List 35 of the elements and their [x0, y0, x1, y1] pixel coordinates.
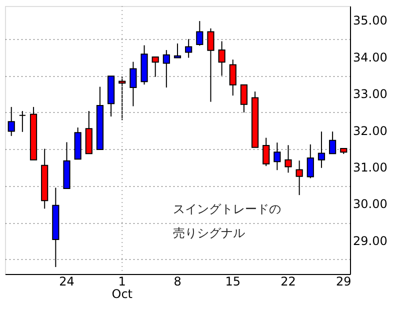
- y-tick-label: 31.00: [353, 160, 388, 175]
- candlestick: [162, 50, 170, 88]
- y-tick-label: 34.00: [353, 50, 388, 64]
- x-tick-label: 15: [225, 274, 241, 288]
- text: Oct: [112, 287, 133, 301]
- annotation: スイングトレードの売りシグナル: [173, 202, 281, 240]
- candlestick: [218, 40, 226, 76]
- y-tick-label: 29.00: [353, 234, 388, 248]
- candlestick: [296, 160, 303, 196]
- y-tick-label: 32.00: [353, 124, 388, 138]
- candlestick: [306, 144, 314, 179]
- candlestick: [196, 20, 204, 46]
- candlestick: [174, 42, 182, 58]
- candlestick: [329, 131, 336, 154]
- candlestick: [8, 106, 15, 136]
- candlestick: [229, 59, 236, 96]
- candlestick: [152, 56, 159, 78]
- x-tick-label: 8: [174, 274, 182, 288]
- x-tick-label: 29: [336, 274, 352, 288]
- y-tick-label: 33.00: [353, 87, 388, 102]
- candlestick: [284, 144, 292, 174]
- candlestick: [274, 142, 281, 171]
- candlestick: [262, 137, 270, 167]
- candlestick: [207, 28, 214, 102]
- candlestick: [318, 131, 326, 168]
- candlestick: [18, 110, 26, 132]
- x-tick-label: 1: [118, 274, 126, 288]
- x-tick-label: 24: [59, 274, 74, 288]
- y-tick-label: 35.00: [353, 14, 388, 28]
- candlestick: [130, 61, 137, 107]
- candlestick: [185, 38, 192, 58]
- candlestick: [118, 76, 126, 121]
- y-tick-label: 30.00: [353, 197, 388, 212]
- x-tick-label: 22: [280, 274, 296, 288]
- candlestick: [240, 84, 248, 113]
